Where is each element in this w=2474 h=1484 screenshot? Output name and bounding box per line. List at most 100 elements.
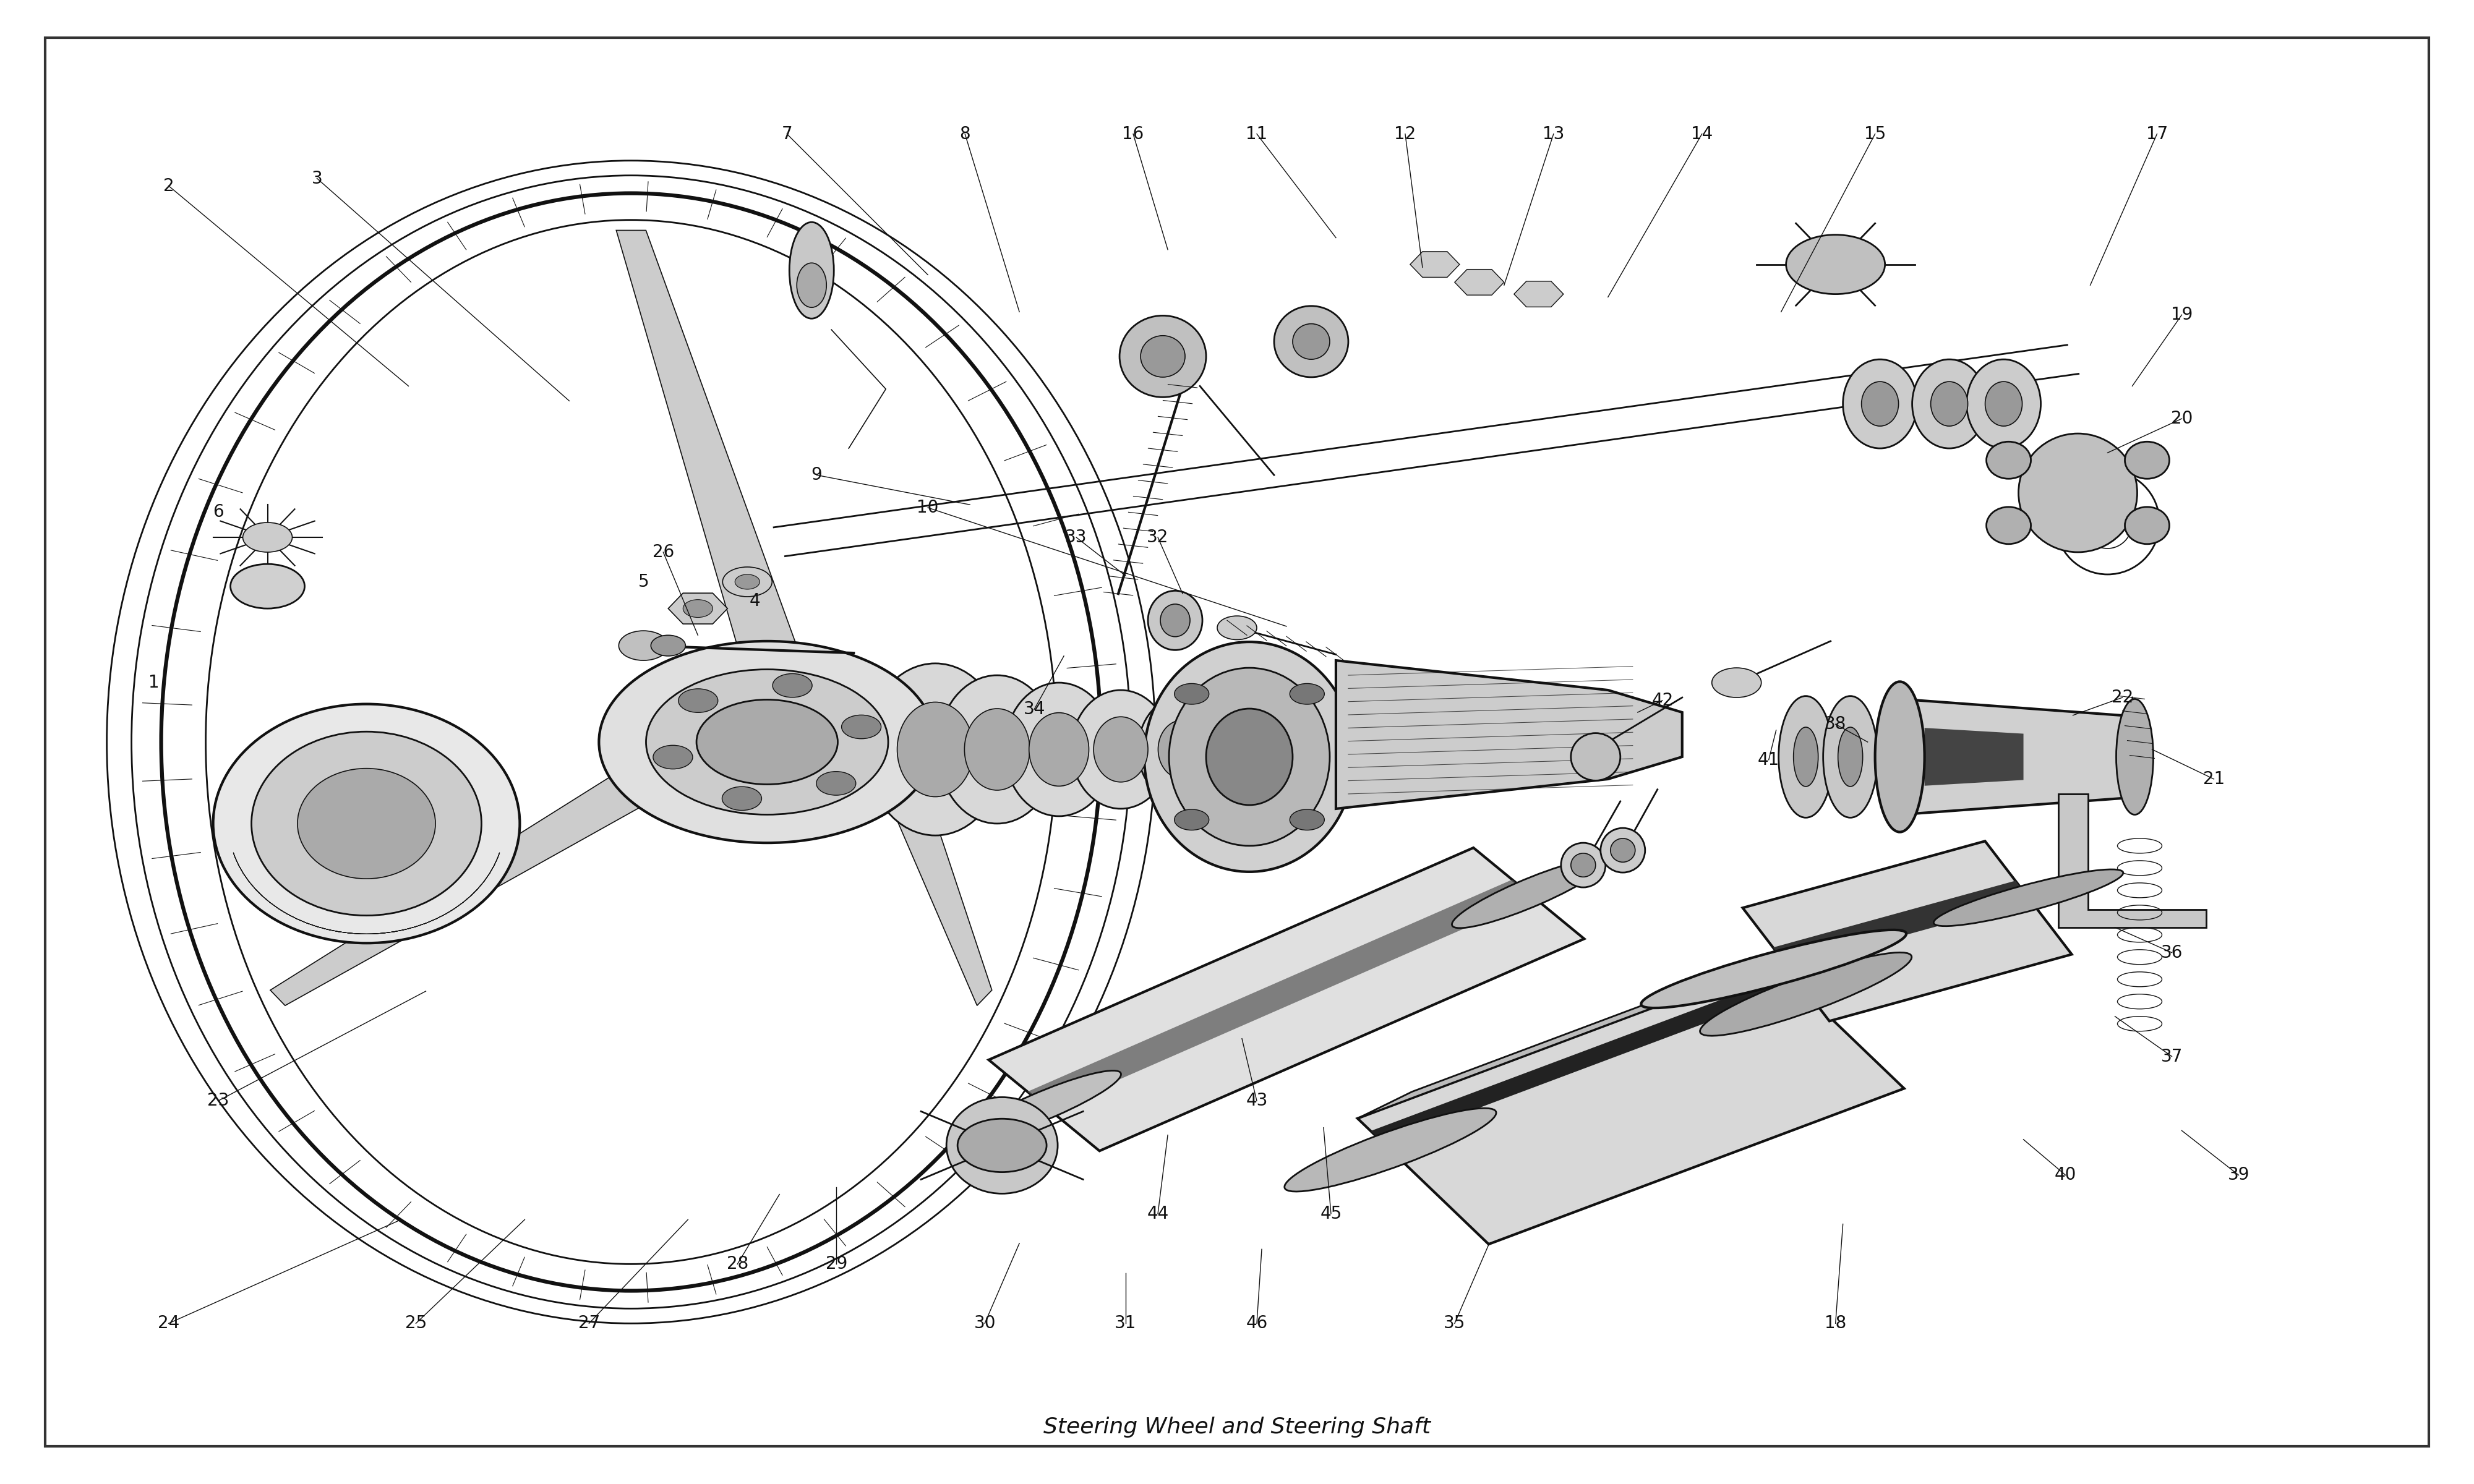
Ellipse shape bbox=[1875, 681, 1925, 833]
Ellipse shape bbox=[1860, 381, 1898, 426]
Text: 4: 4 bbox=[750, 592, 760, 610]
Circle shape bbox=[653, 745, 693, 769]
Text: 37: 37 bbox=[2160, 1048, 2182, 1066]
Polygon shape bbox=[1742, 841, 2071, 1021]
Circle shape bbox=[599, 641, 935, 843]
Text: 2: 2 bbox=[163, 177, 173, 194]
Text: 36: 36 bbox=[2160, 944, 2182, 962]
Ellipse shape bbox=[1274, 306, 1348, 377]
Ellipse shape bbox=[1004, 683, 1113, 816]
Circle shape bbox=[242, 522, 292, 552]
Circle shape bbox=[722, 787, 762, 810]
Ellipse shape bbox=[297, 769, 435, 879]
Text: 17: 17 bbox=[2145, 125, 2167, 142]
Ellipse shape bbox=[1571, 853, 1596, 877]
Ellipse shape bbox=[1029, 712, 1089, 787]
Circle shape bbox=[722, 567, 772, 597]
Ellipse shape bbox=[967, 1070, 1121, 1140]
Text: 22: 22 bbox=[2110, 689, 2133, 706]
Text: 28: 28 bbox=[727, 1255, 747, 1273]
Circle shape bbox=[683, 600, 713, 617]
Ellipse shape bbox=[948, 1097, 1059, 1193]
Ellipse shape bbox=[1930, 381, 1967, 426]
Circle shape bbox=[1786, 234, 1885, 294]
Polygon shape bbox=[1358, 963, 1905, 1244]
Ellipse shape bbox=[938, 675, 1056, 824]
Text: 46: 46 bbox=[1247, 1315, 1267, 1333]
Text: 29: 29 bbox=[826, 1255, 846, 1273]
Ellipse shape bbox=[898, 702, 972, 797]
Ellipse shape bbox=[1160, 604, 1190, 637]
Text: 42: 42 bbox=[1653, 692, 1672, 709]
Text: 14: 14 bbox=[1692, 125, 1712, 142]
Ellipse shape bbox=[2125, 442, 2170, 479]
Text: 38: 38 bbox=[1823, 715, 1846, 733]
Ellipse shape bbox=[797, 263, 826, 307]
Ellipse shape bbox=[1291, 324, 1329, 359]
Polygon shape bbox=[1925, 729, 2024, 785]
Ellipse shape bbox=[1561, 843, 1606, 887]
Ellipse shape bbox=[1967, 359, 2041, 448]
Polygon shape bbox=[1514, 282, 1564, 307]
Polygon shape bbox=[1410, 252, 1460, 278]
Text: 15: 15 bbox=[1865, 125, 1885, 142]
Ellipse shape bbox=[1071, 690, 1170, 809]
Polygon shape bbox=[1336, 660, 1682, 809]
Ellipse shape bbox=[1987, 442, 2031, 479]
Polygon shape bbox=[1027, 880, 1534, 1110]
Circle shape bbox=[618, 631, 668, 660]
Text: 40: 40 bbox=[2053, 1166, 2076, 1184]
Polygon shape bbox=[1358, 936, 1828, 1119]
Ellipse shape bbox=[1141, 335, 1185, 377]
Ellipse shape bbox=[252, 732, 482, 916]
Text: 3: 3 bbox=[312, 169, 322, 187]
Ellipse shape bbox=[2019, 433, 2138, 552]
Polygon shape bbox=[270, 775, 643, 1006]
Ellipse shape bbox=[1823, 696, 1878, 818]
Polygon shape bbox=[891, 775, 992, 1006]
Text: 20: 20 bbox=[2170, 410, 2192, 427]
Polygon shape bbox=[2058, 794, 2207, 927]
Text: 35: 35 bbox=[1445, 1315, 1465, 1333]
Ellipse shape bbox=[1207, 709, 1291, 804]
Ellipse shape bbox=[1838, 727, 1863, 787]
Ellipse shape bbox=[1611, 838, 1635, 862]
Circle shape bbox=[841, 715, 881, 739]
Ellipse shape bbox=[1138, 696, 1227, 803]
Text: 19: 19 bbox=[2170, 306, 2192, 324]
Ellipse shape bbox=[1170, 668, 1329, 846]
Circle shape bbox=[1217, 616, 1257, 640]
Ellipse shape bbox=[866, 663, 1004, 835]
Circle shape bbox=[735, 574, 760, 589]
Ellipse shape bbox=[1912, 359, 1987, 448]
Text: 30: 30 bbox=[975, 1315, 995, 1333]
Text: 32: 32 bbox=[1148, 528, 1168, 546]
Circle shape bbox=[1175, 809, 1210, 830]
Circle shape bbox=[772, 674, 811, 697]
Text: 41: 41 bbox=[1759, 751, 1779, 769]
Circle shape bbox=[816, 772, 856, 795]
Text: 11: 11 bbox=[1247, 125, 1267, 142]
Ellipse shape bbox=[1452, 859, 1606, 927]
Ellipse shape bbox=[1121, 316, 1207, 398]
Ellipse shape bbox=[1145, 643, 1353, 871]
Polygon shape bbox=[1774, 880, 2031, 968]
Text: 24: 24 bbox=[158, 1315, 181, 1333]
Circle shape bbox=[678, 689, 717, 712]
Polygon shape bbox=[990, 847, 1583, 1152]
Polygon shape bbox=[668, 594, 727, 623]
Text: 25: 25 bbox=[406, 1315, 428, 1333]
Text: 9: 9 bbox=[811, 466, 821, 484]
Text: 5: 5 bbox=[638, 573, 648, 591]
Text: 26: 26 bbox=[653, 543, 673, 561]
Text: 34: 34 bbox=[1024, 700, 1044, 718]
Circle shape bbox=[1175, 684, 1210, 705]
Ellipse shape bbox=[1935, 870, 2123, 926]
Text: 18: 18 bbox=[1826, 1315, 1846, 1333]
Ellipse shape bbox=[789, 223, 834, 319]
Text: 43: 43 bbox=[1247, 1092, 1267, 1110]
Ellipse shape bbox=[1601, 828, 1645, 873]
Text: 44: 44 bbox=[1148, 1205, 1168, 1223]
Text: 13: 13 bbox=[1544, 125, 1564, 142]
Ellipse shape bbox=[1284, 1109, 1497, 1192]
